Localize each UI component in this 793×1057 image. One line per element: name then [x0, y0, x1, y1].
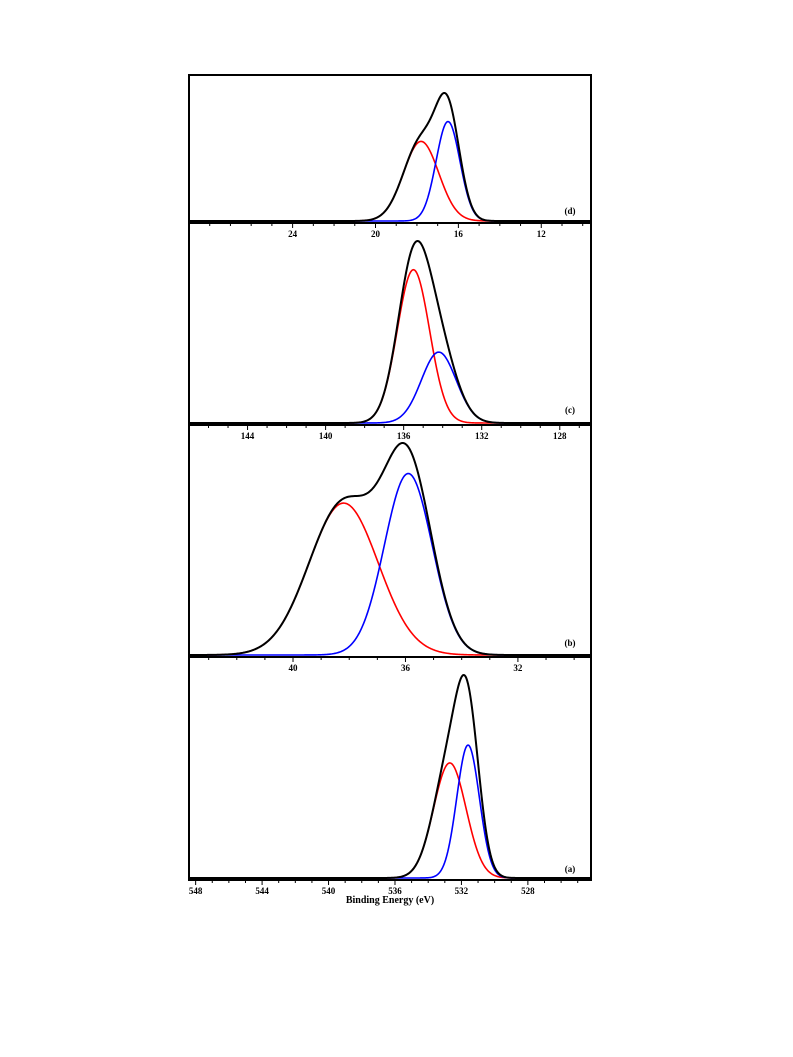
panel-c: 144 140 136 132 128 (c) — [188, 222, 592, 441]
panels: 24 20 16 12 (d) 144 140 136 132 128 (c) 40 36 32 (b) 54… — [188, 74, 592, 896]
blue-component-curve — [189, 744, 591, 879]
red-component-curve — [189, 502, 591, 656]
tick-label: 40 — [289, 663, 299, 673]
tick-label: 12 — [537, 229, 547, 239]
red-component-curve — [189, 268, 591, 424]
tick-label: 128 — [553, 431, 567, 441]
x-axis-label: Binding Energy (eV) — [346, 895, 434, 906]
tick-label: 548 — [189, 886, 203, 896]
tick-label: 532 — [455, 886, 469, 896]
panel-label: (c) — [565, 405, 575, 415]
tick-label: 16 — [454, 229, 464, 239]
envelope-curve — [189, 441, 591, 656]
tick-label: 544 — [255, 886, 269, 896]
envelope-curve — [189, 673, 591, 879]
panel-a: 548 544 540 536 532 528 (a) — [188, 656, 592, 896]
panel-label: (a) — [565, 864, 576, 874]
panel-label: (b) — [565, 638, 576, 648]
tick-label: 140 — [319, 431, 333, 441]
panel-d: 24 20 16 12 (d) — [188, 74, 592, 239]
tick-label: 32 — [513, 663, 523, 673]
red-component-curve — [189, 140, 591, 222]
envelope-curve — [189, 91, 591, 222]
panel-label: (d) — [565, 206, 576, 216]
tick-label: 540 — [322, 886, 336, 896]
panel-b: 40 36 32 (b) — [188, 424, 592, 673]
tick-label: 132 — [475, 431, 489, 441]
tick-label: 36 — [401, 663, 411, 673]
panel-frame — [188, 222, 592, 426]
tick-label: 144 — [241, 431, 255, 441]
panel-frame — [188, 74, 592, 224]
tick-label: 24 — [288, 229, 298, 239]
blue-component-curve — [189, 472, 591, 656]
tick-label: 20 — [371, 229, 381, 239]
tick-label: 536 — [388, 886, 402, 896]
panel-frame — [188, 656, 592, 881]
tick-label: 136 — [397, 431, 411, 441]
tick-label: 528 — [521, 886, 535, 896]
red-component-curve — [189, 762, 591, 879]
envelope-curve — [189, 239, 591, 424]
